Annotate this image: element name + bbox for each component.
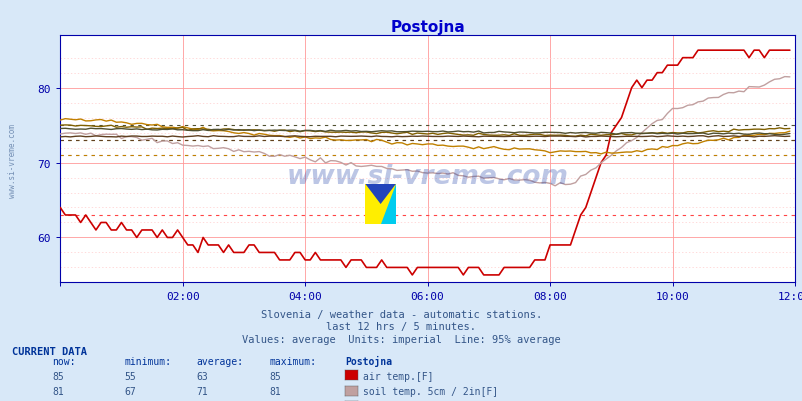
Text: air temp.[F]: air temp.[F]	[363, 371, 433, 381]
Text: average:: average:	[196, 356, 244, 366]
Text: now:: now:	[52, 356, 75, 366]
Text: last 12 hrs / 5 minutes.: last 12 hrs / 5 minutes.	[326, 322, 476, 332]
Text: maximum:: maximum:	[269, 356, 316, 366]
Text: 63: 63	[196, 371, 209, 381]
Text: 71: 71	[196, 386, 209, 396]
Text: 85: 85	[269, 371, 281, 381]
Text: www.si-vreme.com: www.si-vreme.com	[286, 164, 568, 190]
Text: minimum:: minimum:	[124, 356, 172, 366]
Text: soil temp. 5cm / 2in[F]: soil temp. 5cm / 2in[F]	[363, 386, 497, 396]
Text: Values: average  Units: imperial  Line: 95% average: Values: average Units: imperial Line: 95…	[242, 334, 560, 344]
Title: Postojna: Postojna	[390, 20, 464, 35]
Text: CURRENT DATA: CURRENT DATA	[12, 346, 87, 356]
Text: www.si-vreme.com: www.si-vreme.com	[8, 124, 17, 197]
Text: 85: 85	[52, 371, 64, 381]
Text: Slovenia / weather data - automatic stations.: Slovenia / weather data - automatic stat…	[261, 310, 541, 320]
Text: 81: 81	[269, 386, 281, 396]
Polygon shape	[380, 184, 395, 225]
Text: 81: 81	[52, 386, 64, 396]
Text: Postojna: Postojna	[345, 355, 392, 366]
Text: 67: 67	[124, 386, 136, 396]
Polygon shape	[365, 184, 395, 205]
Text: 55: 55	[124, 371, 136, 381]
